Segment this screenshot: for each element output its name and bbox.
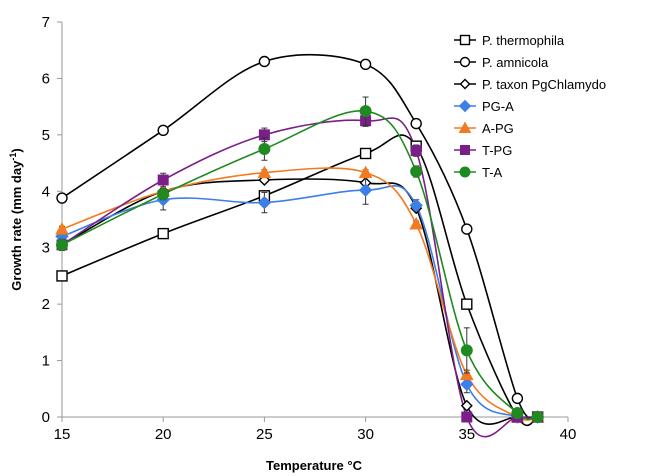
y-axis-title: Growth rate (mm day-1): [8, 148, 24, 290]
y-tick-label: 1: [42, 353, 50, 370]
data-point: [461, 223, 473, 235]
series-7-points: [56, 96, 544, 423]
legend-label: P. amnicola: [482, 55, 549, 70]
data-point: [358, 165, 373, 179]
legend-swatch-marker: [459, 34, 471, 46]
data-point: [157, 174, 169, 186]
data-point: [461, 298, 473, 310]
y-tick-label: 3: [42, 240, 50, 257]
data-point: [55, 222, 69, 235]
legend-label: T-PG: [482, 143, 512, 158]
series-1-line: [61, 134, 539, 427]
legend-item: T-PG: [454, 143, 512, 158]
legend-label: PG-A: [482, 99, 514, 114]
x-tick-label: 20: [155, 426, 172, 443]
data-point: [460, 344, 473, 357]
x-tick-label: 35: [458, 426, 475, 443]
x-tick-label: 40: [560, 426, 577, 443]
data-point: [257, 195, 272, 210]
data-point: [461, 411, 473, 423]
data-point: [359, 105, 372, 118]
data-point: [358, 183, 373, 197]
data-point: [56, 238, 68, 251]
data-point: [359, 58, 372, 71]
legend-label: P. taxon PgChlamydo: [482, 77, 606, 92]
y-tick-label: 0: [42, 409, 50, 426]
y-tick-label: 2: [42, 296, 50, 313]
legend-item: P. taxon PgChlamydo: [454, 77, 606, 92]
legend-label: P. thermophila: [482, 33, 565, 48]
data-point: [511, 407, 524, 420]
x-tick-label: 15: [54, 426, 71, 443]
data-point: [511, 392, 524, 405]
legend-swatch-marker: [458, 99, 472, 113]
data-point: [157, 188, 170, 201]
legend-item: P. thermophila: [454, 33, 565, 48]
data-point: [157, 227, 169, 240]
series-lines: [61, 53, 539, 438]
data-point: [359, 147, 372, 160]
data-point: [410, 145, 422, 157]
series-7-line: [61, 110, 538, 420]
data-point: [410, 117, 422, 130]
y-tick-label: 5: [42, 127, 50, 144]
data-point: [56, 270, 68, 282]
data-point: [409, 198, 423, 213]
legend-item: T-A: [454, 165, 503, 180]
series-6-line: [61, 117, 538, 438]
legend-label: T-A: [482, 165, 503, 180]
legend-swatch-marker: [459, 166, 471, 178]
legend-swatch-marker: [458, 121, 472, 133]
legend-item: PG-A: [454, 99, 514, 114]
x-axis-title: Temperature °C: [266, 458, 363, 473]
series-markers: [55, 55, 545, 424]
data-point: [258, 142, 271, 155]
series-4-line: [61, 185, 538, 421]
legend-swatch-marker: [459, 56, 471, 68]
data-point: [56, 192, 68, 204]
y-tick-label: 4: [42, 183, 50, 200]
data-point: [531, 411, 544, 423]
data-point: [157, 124, 169, 137]
data-point: [410, 165, 423, 178]
legend-item: P. amnicola: [454, 55, 549, 70]
legend-swatch-marker: [459, 78, 471, 90]
x-tick-label: 25: [256, 426, 273, 443]
data-point: [460, 399, 473, 412]
data-point: [257, 165, 272, 179]
legend-label: A-PG: [482, 121, 514, 136]
y-tick-label: 6: [42, 70, 50, 87]
axes: 15 20 25 30 35 40 0 1 2 3 4 5 6 7 Temperature °C Growth…: [8, 14, 576, 473]
legend-swatch-marker: [460, 145, 470, 155]
x-tick-label: 30: [357, 426, 374, 443]
data-point: [460, 377, 474, 391]
legend-item: A-PG: [454, 121, 514, 136]
y-tick-label: 7: [42, 14, 50, 31]
data-point: [459, 367, 474, 381]
legend: P. thermophila P. amnicola P. taxon PgChla…: [454, 33, 606, 180]
data-point: [258, 55, 271, 68]
data-point: [409, 216, 424, 230]
